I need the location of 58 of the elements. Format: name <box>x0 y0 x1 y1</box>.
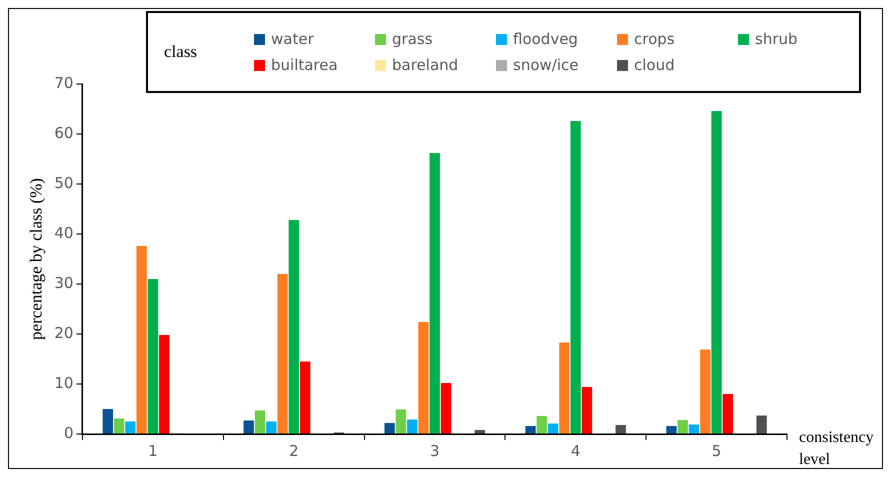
legend-label: snow/ice <box>513 56 578 74</box>
bar <box>288 220 300 434</box>
bar <box>536 416 548 434</box>
legend-label: grass <box>392 30 433 48</box>
bar <box>254 410 266 434</box>
bar <box>244 420 254 434</box>
bar <box>678 420 688 434</box>
bar <box>418 322 429 434</box>
y-tick-label: 60 <box>54 124 74 142</box>
x-tick-label: 5 <box>712 442 722 460</box>
bar <box>102 409 114 434</box>
x-tick-label: 1 <box>148 442 158 460</box>
bar <box>125 422 136 434</box>
legend-label: bareland <box>392 56 458 74</box>
x-tick-label: 3 <box>430 442 440 460</box>
bar <box>159 335 170 434</box>
legend-label: cloud <box>634 56 675 74</box>
legend-label: shrub <box>755 30 798 48</box>
bar <box>300 362 310 434</box>
bar <box>700 350 710 434</box>
y-tick-label: 10 <box>54 374 74 392</box>
bar <box>666 426 677 434</box>
bar <box>114 418 124 434</box>
x-axis-title: consistency level <box>799 428 875 470</box>
bar <box>711 111 722 434</box>
bar <box>688 424 700 434</box>
bar <box>474 430 486 434</box>
bar <box>266 422 276 434</box>
bar <box>407 420 418 434</box>
bar <box>396 410 406 434</box>
bar <box>136 246 147 434</box>
bar <box>570 121 581 434</box>
legend-label: floodveg <box>513 30 578 48</box>
y-tick-label: 70 <box>54 74 74 92</box>
bar <box>440 383 452 434</box>
bar <box>430 153 440 434</box>
bar <box>756 416 767 434</box>
bar <box>384 423 395 434</box>
bar <box>559 342 570 434</box>
bar <box>582 387 592 434</box>
legend-label: crops <box>634 30 675 48</box>
y-tick-label: 30 <box>54 274 74 292</box>
legend-label: builtarea <box>271 56 338 74</box>
y-tick-label: 20 <box>54 324 74 342</box>
legend-label: water <box>271 30 314 48</box>
y-tick-label: 40 <box>54 224 74 242</box>
y-tick-label: 50 <box>54 174 74 192</box>
x-tick-label: 4 <box>570 442 580 460</box>
x-tick-label: 2 <box>289 442 299 460</box>
legend-title: class <box>163 42 198 62</box>
y-axis-title: percentage by class (%) <box>26 178 46 340</box>
bar <box>616 425 626 434</box>
bar <box>548 424 558 434</box>
bar <box>525 426 536 434</box>
bar <box>722 394 734 434</box>
y-tick-label: 0 <box>64 424 74 442</box>
bar <box>148 279 158 434</box>
bar <box>277 274 288 434</box>
